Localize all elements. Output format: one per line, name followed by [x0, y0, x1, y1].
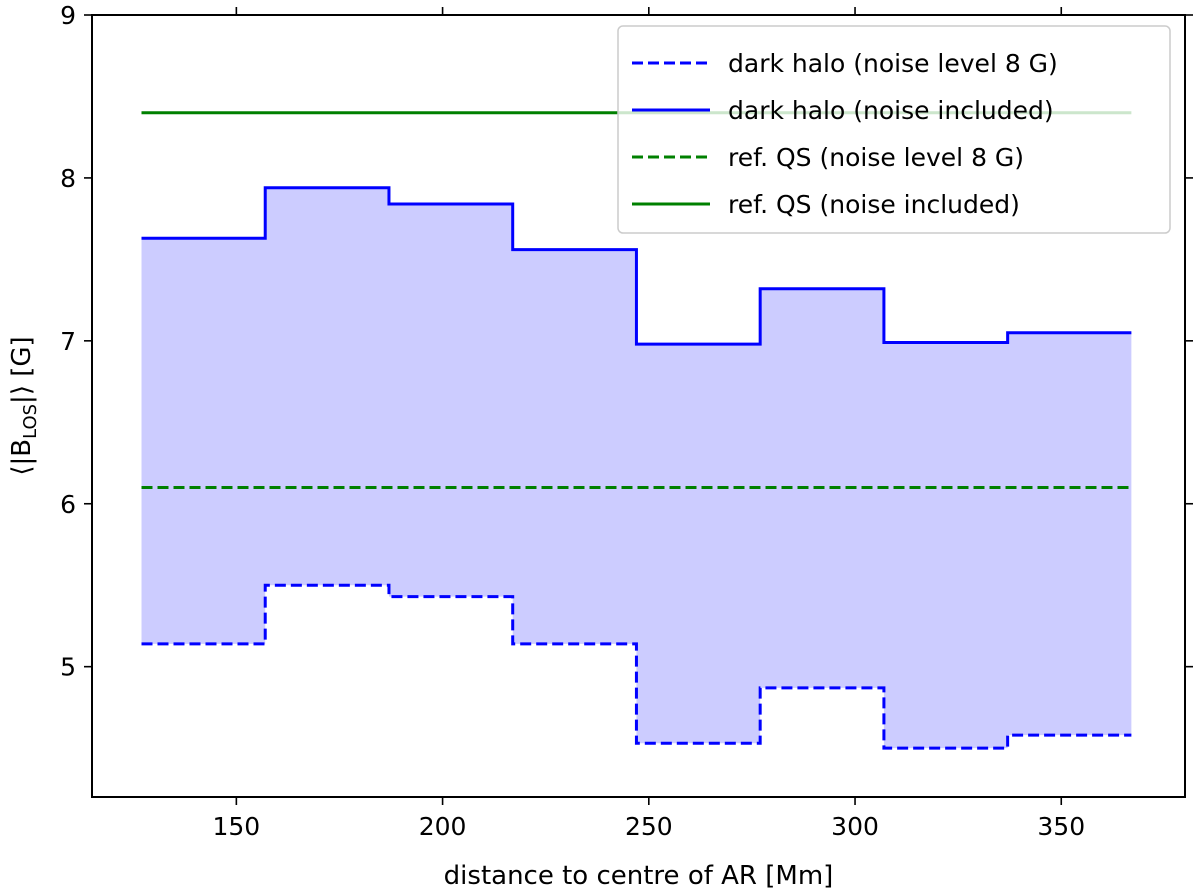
y-tick-label: 5: [60, 653, 76, 682]
legend-box: [617, 25, 1171, 234]
y-axis-label: ⟨|BLOS|⟩ [G]: [7, 336, 41, 475]
x-tick-label: 150: [212, 812, 260, 841]
x-tick-label: 250: [625, 812, 673, 841]
ticks: [84, 7, 1193, 805]
tick-labels: 150 200 250 300 350 5 6 7 8 9: [60, 1, 1085, 841]
y-tick-label: 7: [60, 327, 76, 356]
y-tick-label: 9: [60, 1, 76, 30]
legend-label: ref. QS (noise included): [728, 190, 1020, 219]
y-axis-label-sub: LOS: [20, 404, 41, 439]
legend-entries: dark halo (noise level 8 G) dark halo (no…: [632, 49, 1058, 219]
x-axis-label: distance to centre of AR [Mm]: [444, 861, 834, 891]
dark-halo-noise-level-line: [141, 583, 1132, 750]
y-axis-label-prefix: ⟨|B: [7, 439, 37, 476]
legend-label: dark halo (noise level 8 G): [728, 49, 1058, 78]
legend-label: ref. QS (noise level 8 G): [728, 143, 1024, 172]
dark-halo-noise-included-line: [141, 186, 1132, 346]
y-axis-label-suffix: |⟩ [G]: [7, 336, 37, 404]
y-tick-label: 8: [60, 164, 76, 193]
legend-label: dark halo (noise included): [728, 96, 1054, 125]
legend: dark halo (noise level 8 G) dark halo (no…: [617, 25, 1171, 234]
x-tick-label: 350: [1037, 812, 1085, 841]
x-tick-label: 200: [419, 812, 467, 841]
x-tick-label: 300: [831, 812, 879, 841]
y-tick-label: 6: [60, 490, 76, 519]
axes-frame: [91, 14, 1186, 798]
